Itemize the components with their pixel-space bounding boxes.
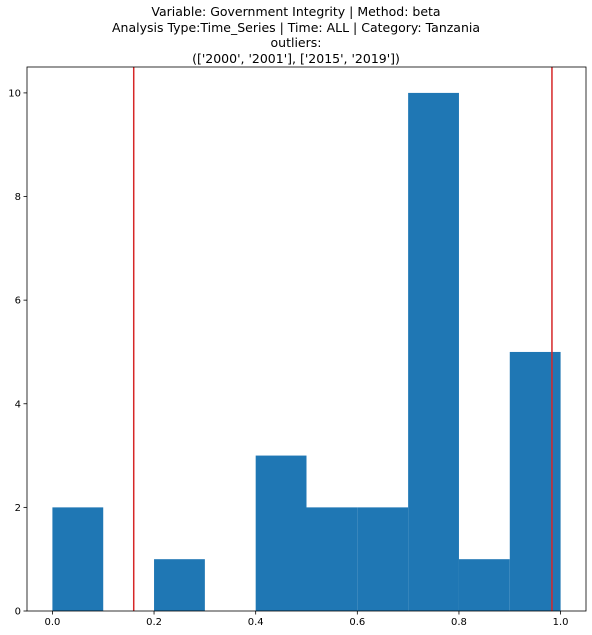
histogram-bar bbox=[458, 559, 510, 611]
x-tick-label: 0.2 bbox=[146, 617, 162, 628]
y-tick-label: 6 bbox=[15, 296, 21, 307]
histogram-bar bbox=[52, 507, 104, 611]
title-line-4: (['2000', '2001'], ['2015', '2019']) bbox=[192, 50, 400, 66]
x-tick-label: 0.6 bbox=[349, 617, 365, 628]
histogram-bar bbox=[255, 455, 307, 611]
chart-title: Variable: Government Integrity | Method:… bbox=[0, 4, 592, 66]
y-tick-label: 8 bbox=[15, 192, 21, 203]
histogram-bar bbox=[509, 351, 561, 611]
title-line-1: Variable: Government Integrity | Method:… bbox=[151, 4, 441, 19]
y-tick-label: 4 bbox=[15, 399, 21, 410]
title-line-2: Analysis Type:Time_Series | Time: ALL | … bbox=[111, 19, 481, 35]
x-axis: 0.0 0.2 0.4 0.6 0.8 1.0 bbox=[44, 611, 569, 628]
histogram-bar bbox=[408, 92, 459, 611]
x-tick-label: 0.4 bbox=[248, 617, 264, 628]
histogram-bar bbox=[357, 507, 409, 611]
title-line-3: outliers: bbox=[270, 35, 322, 50]
outlier-lines-group bbox=[132, 67, 553, 611]
x-tick-label: 0.0 bbox=[44, 617, 60, 628]
y-tick-label: 0 bbox=[15, 607, 21, 618]
bars-group bbox=[52, 92, 561, 611]
histogram-bar bbox=[306, 507, 358, 611]
x-tick-label: 1.0 bbox=[553, 617, 569, 628]
histogram-bar bbox=[154, 559, 205, 611]
y-axis: 0 2 4 6 8 10 bbox=[8, 88, 27, 618]
y-tick-label: 2 bbox=[15, 503, 21, 514]
plot-frame bbox=[26, 66, 587, 612]
y-tick-label: 10 bbox=[8, 88, 21, 99]
x-tick-label: 0.8 bbox=[451, 617, 467, 628]
